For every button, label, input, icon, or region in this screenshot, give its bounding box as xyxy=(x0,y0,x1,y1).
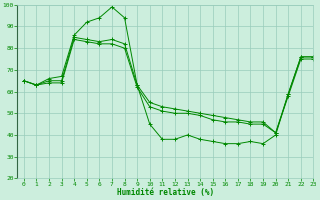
X-axis label: Humidité relative (%): Humidité relative (%) xyxy=(117,188,214,197)
